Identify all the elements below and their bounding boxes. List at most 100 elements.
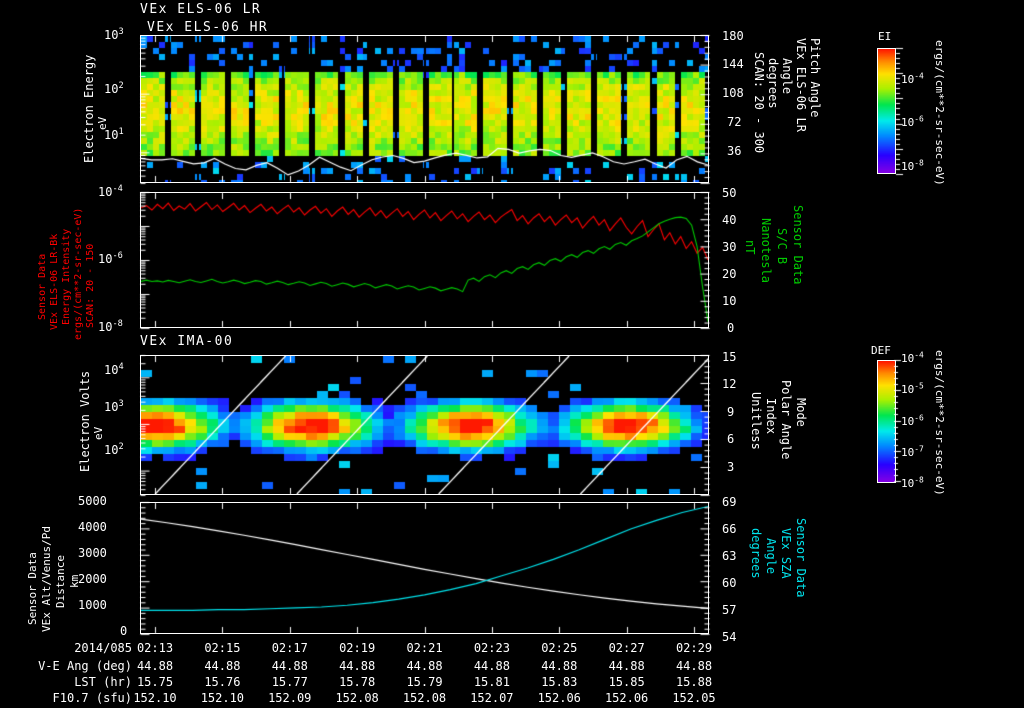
panel3-right-label-2: Polar Angle xyxy=(779,380,793,460)
def-colorbar-units: ergs/(cm**2-sr-sec-eV) xyxy=(933,350,946,496)
panel3-right-label-1: Mode xyxy=(794,398,808,427)
altitude-sza-canvas xyxy=(141,503,708,633)
table-cell: 02:19 xyxy=(339,641,376,655)
table-cell: 02:23 xyxy=(473,641,510,655)
table-cell: 152.10 xyxy=(200,691,245,705)
def-colorbar-title: DEF xyxy=(871,344,891,357)
els-spectrogram-canvas xyxy=(141,36,708,182)
panel3-ytick-0: 104 xyxy=(104,362,124,377)
panel4-ytick-4: 1000 xyxy=(78,598,107,612)
panel4-rtick-3: 60 xyxy=(722,576,737,590)
panel2-rtick-5: 0 xyxy=(727,321,735,335)
panel1-right-label-5: SCAN: 20 - 300 xyxy=(752,52,766,154)
table-row-label-2: LST (hr) xyxy=(74,675,132,689)
panel2-rtick-2: 30 xyxy=(722,240,737,254)
panel1-rtick-3: 72 xyxy=(727,115,742,129)
panel2-rtick-3: 20 xyxy=(722,267,737,281)
panel4-ytick-2: 3000 xyxy=(78,546,107,560)
panel1-right-label-2: VEx ELS-06 LR xyxy=(794,38,808,132)
panel1-rtick-0: 180 xyxy=(722,29,744,43)
panel4-plot-area[interactable] xyxy=(140,502,709,634)
panel2-plot-area[interactable] xyxy=(140,192,709,328)
table-cell: 152.08 xyxy=(402,691,447,705)
table-cell: 44.88 xyxy=(136,659,174,673)
panel2-rtick-0: 50 xyxy=(722,186,737,200)
panel2-right-label-1: Sensor Data xyxy=(791,205,805,285)
table-cell: 02:21 xyxy=(406,641,443,655)
table-row-label-3: F10.7 (sfu) xyxy=(52,691,132,705)
panel3-left-label-1: Electron Volts xyxy=(78,370,92,472)
panel2-left-label-3: Energy Intensity xyxy=(61,228,72,325)
panel2-ytick-0: 10-4 xyxy=(98,184,123,199)
ei-cbtick-2: 10-8 xyxy=(901,158,924,173)
table-cell: 152.05 xyxy=(672,691,716,705)
panel4-left-label-1: Sensor Data xyxy=(26,552,39,625)
def-cbtick-2: 10-6 xyxy=(901,413,924,428)
table-cell: 152.07 xyxy=(470,691,514,705)
panel3-rtick-4: 3 xyxy=(727,460,735,474)
panel4-right-label-1: Sensor Data xyxy=(794,518,808,598)
def-cbtick-4: 10-8 xyxy=(901,475,924,490)
table-cell: 44.88 xyxy=(608,659,645,673)
panel3-plot-area[interactable] xyxy=(140,355,709,495)
table-cell: 152.10 xyxy=(133,691,177,705)
panel4-ytick-3: 2000 xyxy=(78,572,107,586)
panel3-ytick-2: 102 xyxy=(104,442,124,457)
panel1-ytick-0: 103 xyxy=(104,27,124,42)
table-cell: 44.88 xyxy=(271,659,308,673)
panel3-ytick-1: 103 xyxy=(104,399,124,414)
bottom-annotation-table: 2014/085 V-E Ang (deg) LST (hr) F10.7 (sfu)… xyxy=(0,640,1024,708)
table-cell: 15.78 xyxy=(339,675,376,689)
panel4-rtick-1: 66 xyxy=(722,522,737,536)
table-cell: 02:27 xyxy=(608,641,645,655)
panel4-ytick-0: 5000 xyxy=(78,494,107,508)
panel3-left-label-2: eV xyxy=(92,426,105,440)
ei-colorbar-units: ergs/(cm**2-sr-sec-eV) xyxy=(933,40,946,186)
panel1-title-hr: VEx ELS-06 HR xyxy=(147,20,269,35)
table-cell: 152.06 xyxy=(604,691,649,705)
table-cell: 15.79 xyxy=(406,675,443,689)
def-colorbar xyxy=(877,360,896,483)
panel3-right-label-3: Index xyxy=(764,398,778,435)
panel4-right-label-4: degrees xyxy=(749,528,763,579)
panel2-left-label-2: VEx ELS-06 LR-Bk xyxy=(49,233,60,330)
panel4-left-label-3: Distance xyxy=(54,555,67,608)
ei-cbtick-0: 10-4 xyxy=(901,71,924,86)
table-cell: 02:17 xyxy=(271,641,308,655)
panel1-title-lr: VEx ELS-06 LR xyxy=(140,2,262,17)
panel3-rtick-2: 9 xyxy=(727,405,735,419)
table-cell: 44.88 xyxy=(406,659,443,673)
panel1-left-label-2: eV xyxy=(96,116,109,130)
panel2-left-label-5: SCAN: 20 - 150 xyxy=(85,243,96,328)
table-row-label-0: 2014/085 xyxy=(74,641,132,655)
panel4-ytick-5: 0 xyxy=(120,624,128,638)
energy-intensity-canvas xyxy=(141,193,708,327)
table-cell: 44.88 xyxy=(473,659,510,673)
table-cell: 15.77 xyxy=(271,675,308,689)
panel3-title: VEx IMA-00 xyxy=(140,334,234,349)
table-cell: 44.88 xyxy=(204,659,241,673)
table-cell: 44.88 xyxy=(541,659,578,673)
ei-colorbar-title: EI xyxy=(878,30,892,43)
table-cell: 15.76 xyxy=(204,675,241,689)
table-cell: 02:13 xyxy=(136,641,174,655)
table-cell: 15.83 xyxy=(541,675,578,689)
ei-colorbar xyxy=(877,48,896,174)
panel3-rtick-3: 6 xyxy=(727,432,735,446)
def-cbtick-3: 10-7 xyxy=(901,444,924,459)
def-cbtick-0: 10-4 xyxy=(901,350,924,365)
table-cell: 02:25 xyxy=(541,641,578,655)
panel2-ytick-1: 10-6 xyxy=(98,251,123,266)
panel1-rtick-4: 36 xyxy=(727,144,742,158)
ima-spectrogram-canvas xyxy=(141,356,708,494)
panel3-right-label-4: Unitless xyxy=(749,392,763,450)
panel1-plot-area[interactable] xyxy=(140,35,709,183)
panel2-ytick-2: 10-8 xyxy=(98,319,123,334)
panel4-rtick-0: 69 xyxy=(722,495,737,509)
panel4-left-label-4: km xyxy=(68,574,81,588)
ei-cbtick-1: 10-6 xyxy=(901,114,924,129)
panel3-rtick-0: 15 xyxy=(722,350,737,364)
panel3-rtick-1: 12 xyxy=(722,377,737,391)
table-cell: 152.09 xyxy=(268,691,312,705)
